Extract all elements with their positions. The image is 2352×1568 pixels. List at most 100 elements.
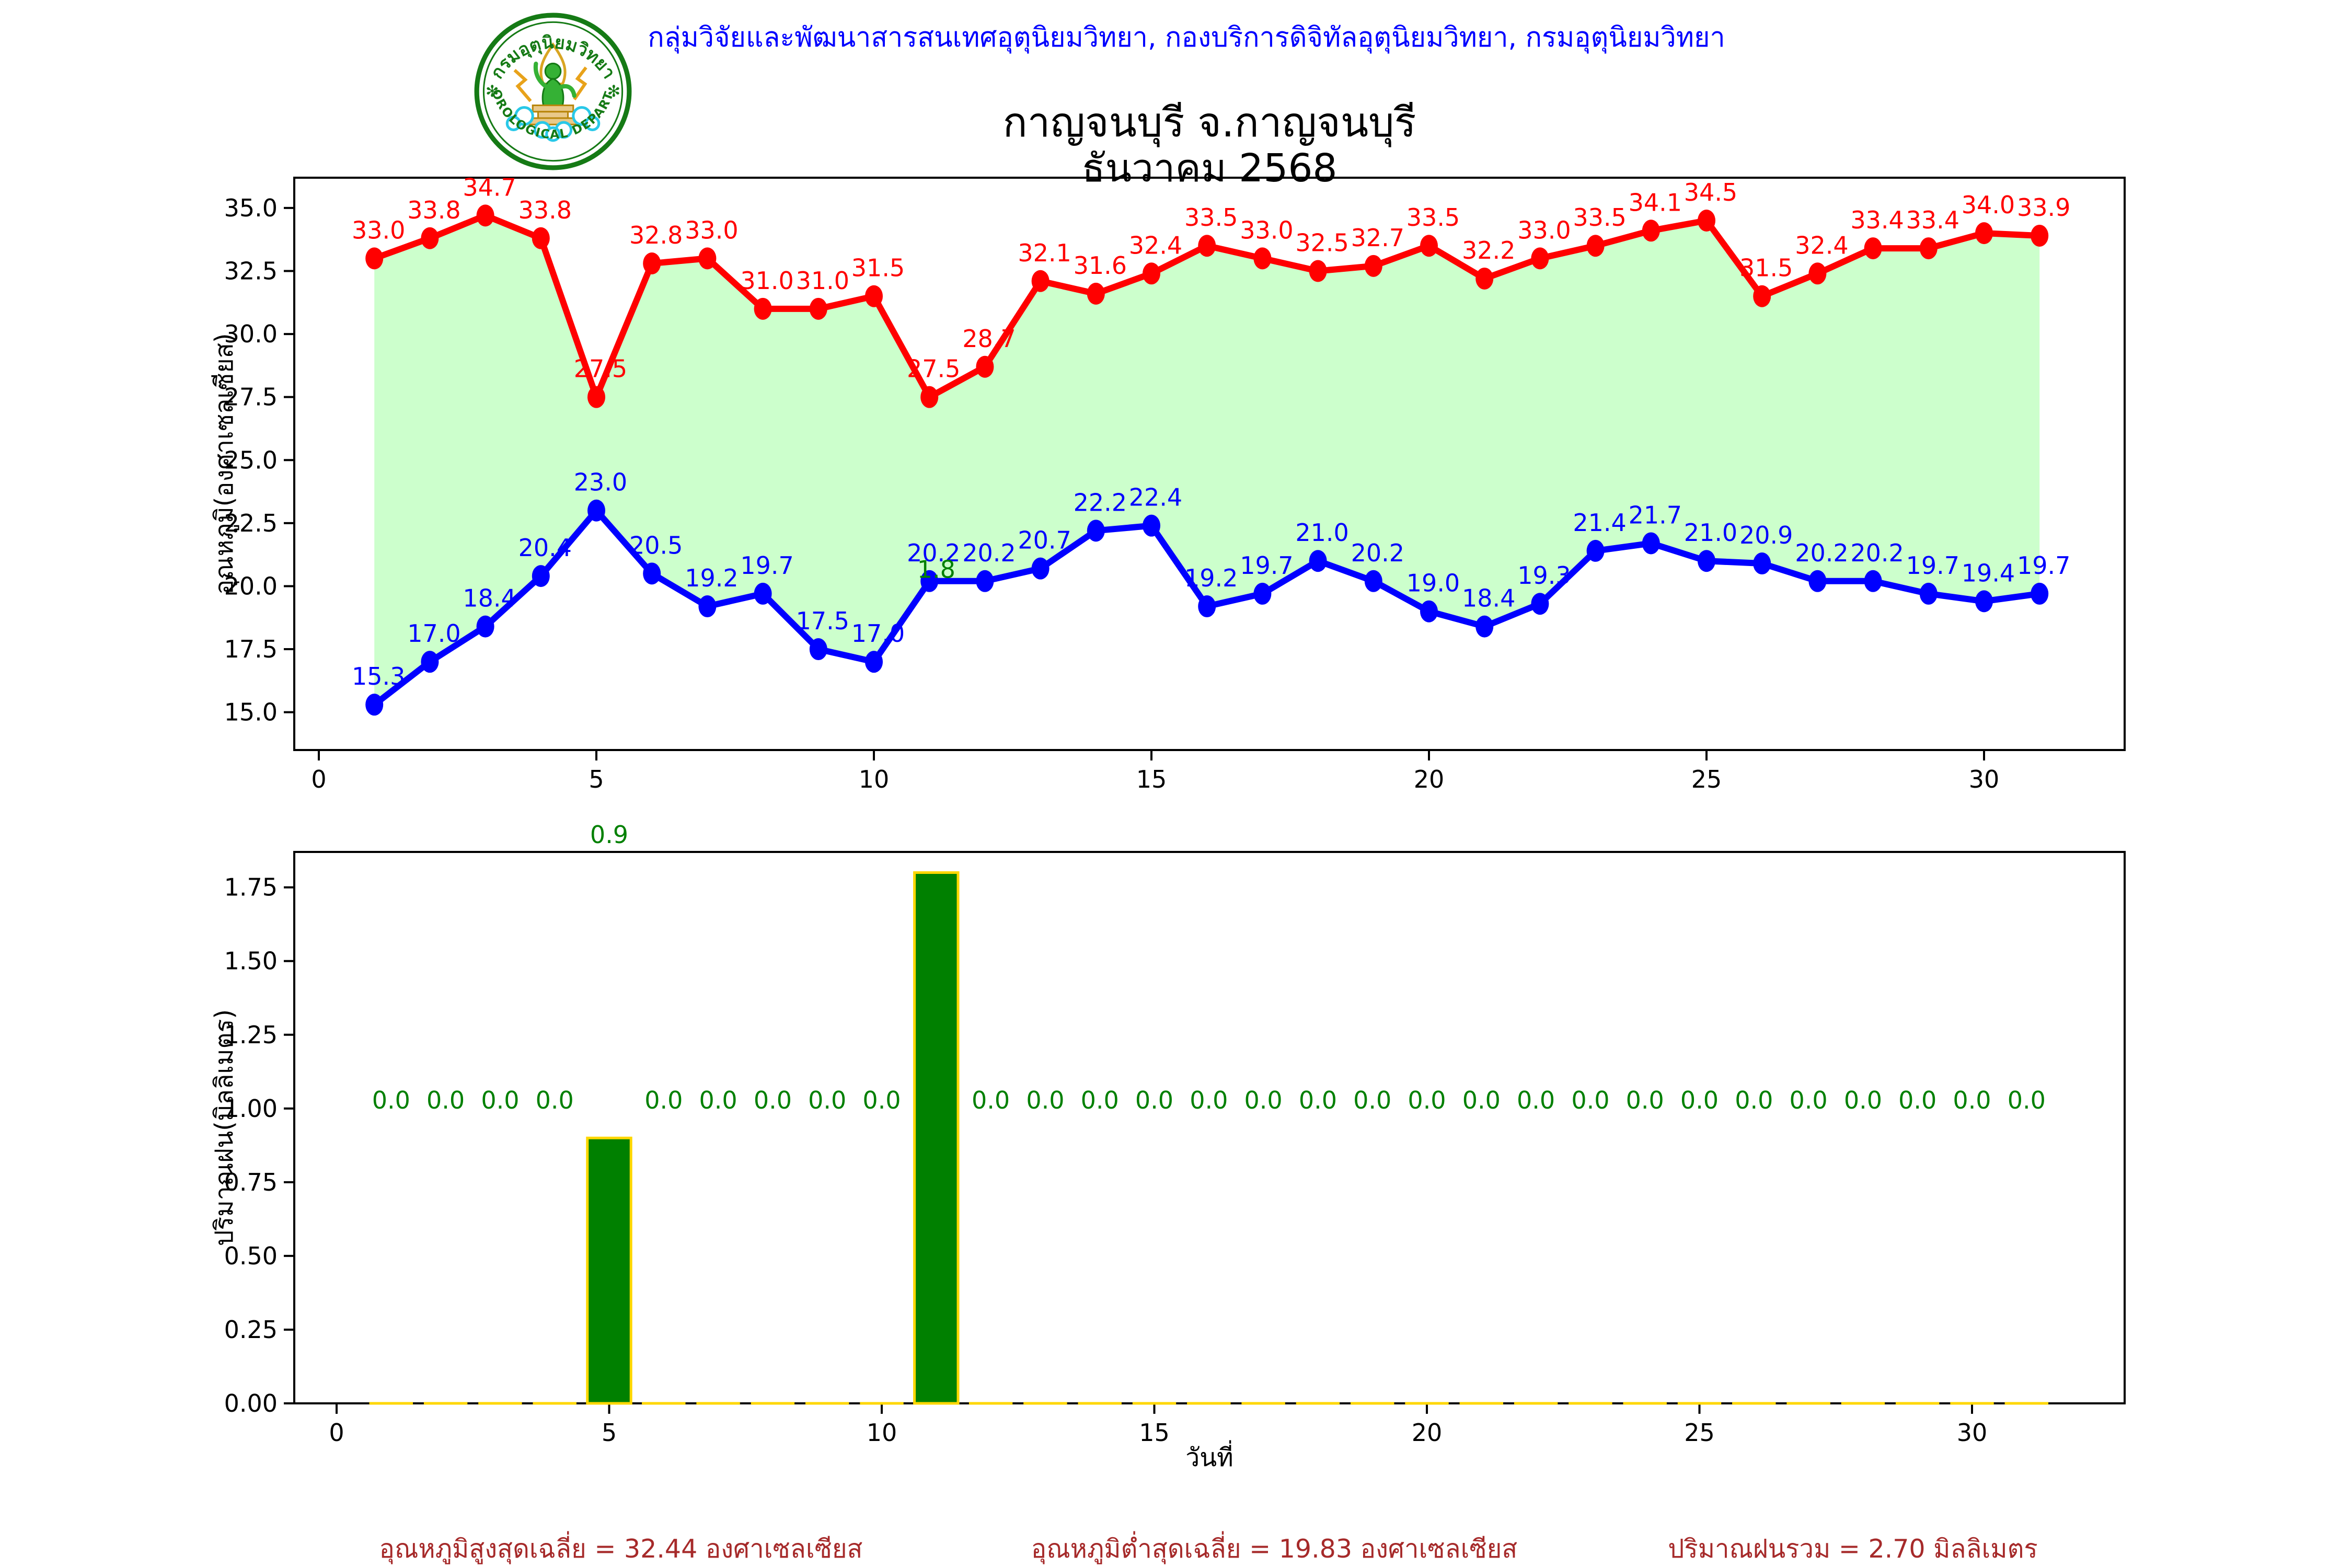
min_temp-marker <box>532 565 550 587</box>
max_temp-value-label: 34.5 <box>1684 178 1737 206</box>
max_temp-value-label: 33.4 <box>1850 206 1904 234</box>
min_temp-value-label: 20.2 <box>962 539 1016 567</box>
max_temp-value-label: 32.1 <box>1018 239 1071 267</box>
max_temp-marker <box>1475 267 1494 290</box>
min_temp-value-label: 23.0 <box>574 468 627 497</box>
min_temp-marker <box>754 582 772 605</box>
min_temp-marker <box>698 595 717 618</box>
min_temp-value-label: 17.5 <box>796 607 849 635</box>
max_temp-value-label: 31.0 <box>796 267 849 295</box>
max_temp-value-label: 28.7 <box>962 325 1016 353</box>
x-tick-label: 10 <box>867 1419 897 1447</box>
y-tick-label: 1.75 <box>224 873 278 902</box>
min_temp-value-label: 22.4 <box>1129 483 1182 512</box>
min_temp-value-label: 18.4 <box>463 584 516 613</box>
min_temp-marker <box>1475 615 1494 638</box>
rain-value-label: 0.0 <box>2008 1086 2046 1114</box>
min_temp-value-label: 19.7 <box>2017 551 2070 580</box>
max_temp-marker <box>1642 220 1660 242</box>
rain-value-label: 0.0 <box>1844 1086 1882 1114</box>
deity-head-fill <box>546 64 560 78</box>
min_temp-marker <box>1309 550 1327 572</box>
min_temp-value-label: 20.2 <box>1795 539 1848 567</box>
min_temp-marker <box>865 651 883 673</box>
rain-value-label: 0.0 <box>1735 1086 1773 1114</box>
rain-bar <box>913 871 960 1405</box>
rain-value-label: 0.0 <box>1081 1086 1119 1114</box>
min_temp-value-label: 21.0 <box>1684 518 1737 547</box>
y-tick-label: 1.50 <box>224 947 278 975</box>
x-tick-label: 25 <box>1691 765 1722 793</box>
x-tick-label: 30 <box>1957 1419 1988 1447</box>
max_temp-value-label: 31.0 <box>740 267 793 295</box>
y-tick-label: 30.0 <box>224 320 278 348</box>
x-tick-label: 10 <box>859 765 890 793</box>
min_temp-marker <box>1642 532 1660 555</box>
max_temp-value-label: 33.0 <box>1517 216 1571 244</box>
min_temp-marker <box>976 570 994 592</box>
min_temp-marker <box>1753 552 1771 575</box>
lightning-icon <box>513 68 532 102</box>
max_temp-marker <box>920 386 939 408</box>
rain-value-label: 0.0 <box>1898 1086 1936 1114</box>
rain-value-label: 0.0 <box>862 1086 901 1114</box>
y-tick-label: 25.0 <box>224 446 278 474</box>
x-tick-label: 20 <box>1414 765 1445 793</box>
min_temp-marker <box>1364 570 1382 592</box>
min_temp-marker <box>1031 557 1050 580</box>
x-axis-label: วันที่ <box>1185 1440 1233 1472</box>
max_temp-marker <box>1253 247 1272 270</box>
rainfall-chart: 0.000.250.500.751.001.251.501.750 5 10 15 20… <box>210 555 2126 1472</box>
min_temp-value-label: 22.2 <box>1074 488 1127 516</box>
max_temp-value-label: 33.0 <box>352 216 405 244</box>
max_temp-value-label: 33.5 <box>1573 203 1626 232</box>
min_temp-value-label: 20.4 <box>518 534 572 562</box>
rain-value-label: 0.0 <box>1135 1086 1173 1114</box>
min_temp-value-label: 19.7 <box>1906 551 1959 580</box>
snowflake-icon: ✻ <box>486 83 499 101</box>
min_temp-value-label: 20.2 <box>907 539 960 567</box>
min_temp-marker <box>1698 550 1715 572</box>
min_temp-marker <box>1919 582 1938 605</box>
min_temp-marker <box>920 570 939 592</box>
rain-value-label: 0.0 <box>536 1086 574 1114</box>
y-tick-label: 0.50 <box>224 1242 278 1270</box>
min_temp-value-label: 19.2 <box>1184 564 1238 592</box>
y-tick-label: 22.5 <box>224 509 278 537</box>
rain-value-label: 0.0 <box>699 1086 737 1114</box>
max_temp-value-label: 32.4 <box>1129 231 1182 259</box>
rain-value-label: 0.0 <box>1299 1086 1337 1114</box>
rain-value-label: 0.0 <box>1517 1086 1555 1114</box>
temperature-chart: 15.0 17.5 20.0 22.5 25.0 27.5 30.0 32.5 35.0 0 5 10… <box>210 173 2126 793</box>
max_temp-marker <box>1031 270 1050 292</box>
min_temp-marker <box>587 499 605 522</box>
rain-value-label: 0.0 <box>1790 1086 1828 1114</box>
deity-arm-right <box>558 84 577 98</box>
max_temp-value-label: 33.0 <box>1240 216 1293 244</box>
x-tick-label: 15 <box>1139 1419 1170 1447</box>
rain-value-label: 1.8 <box>917 555 955 583</box>
max_temp-value-label: 33.4 <box>1906 206 1959 234</box>
max_temp-marker <box>1420 235 1438 257</box>
max_temp-value-label: 33.0 <box>685 216 738 244</box>
max_temp-value-label: 33.5 <box>1406 203 1460 232</box>
min_temp-value-label: 21.0 <box>1295 518 1348 547</box>
max_temp-value-label: 27.5 <box>907 355 960 383</box>
min_temp-value-label: 20.2 <box>1351 539 1404 567</box>
temperature-band-fill <box>374 215 2040 705</box>
min_temp-value-label: 21.7 <box>1629 501 1682 529</box>
rain-bar <box>586 1136 632 1405</box>
max_temp-value-label: 34.1 <box>1629 188 1682 216</box>
min_temp-value-label: 19.7 <box>740 551 793 580</box>
max_temp-marker <box>865 285 883 307</box>
min_temp-marker <box>1864 570 1882 592</box>
max_temp-marker <box>1975 222 1993 245</box>
max_temp-value-label: 33.8 <box>407 196 460 224</box>
snowflake-icon: ✻ <box>607 83 620 101</box>
x-tick-label: 5 <box>589 765 604 793</box>
rain-value-label: 0.0 <box>1408 1086 1446 1114</box>
min_temp-marker <box>1420 600 1438 622</box>
x-tick-label: 5 <box>602 1419 617 1447</box>
